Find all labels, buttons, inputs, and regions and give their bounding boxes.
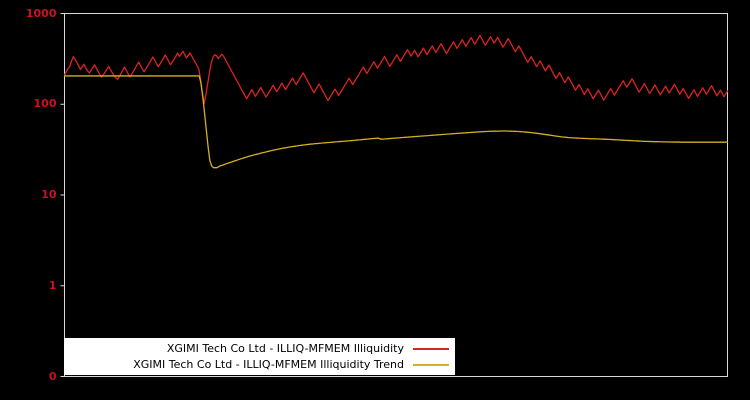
legend-swatch-illiquidity-trend (413, 363, 449, 366)
legend-swatch-illiquidity (413, 347, 449, 350)
legend-entry-illiquidity-trend[interactable]: XGIMI Tech Co Ltd - ILLIQ-MFMEM Illiquid… (64, 357, 455, 373)
y-tick-label: 0 (48, 369, 57, 383)
series-line-illiquidity-trend (63, 75, 729, 169)
plot-area-frame (64, 13, 728, 377)
y-tick-label: 100 (33, 97, 57, 111)
legend-entry-illiquidity[interactable]: XGIMI Tech Co Ltd - ILLIQ-MFMEM Illiquid… (64, 341, 455, 357)
y-axis-tick-marks (60, 13, 65, 377)
y-tick-label: 1000 (25, 6, 57, 20)
legend-label-illiquidity-trend: XGIMI Tech Co Ltd - ILLIQ-MFMEM Illiquid… (133, 357, 404, 371)
data-series-group (63, 34, 729, 169)
series-line-illiquidity (63, 34, 729, 105)
y-tick-label: 10 (41, 188, 57, 201)
y-tick-label: 1 (48, 278, 57, 292)
legend-label-illiquidity: XGIMI Tech Co Ltd - ILLIQ-MFMEM Illiquid… (166, 341, 404, 355)
chart-legend[interactable]: XGIMI Tech Co Ltd - ILLIQ-MFMEM Illiquid… (64, 338, 455, 375)
